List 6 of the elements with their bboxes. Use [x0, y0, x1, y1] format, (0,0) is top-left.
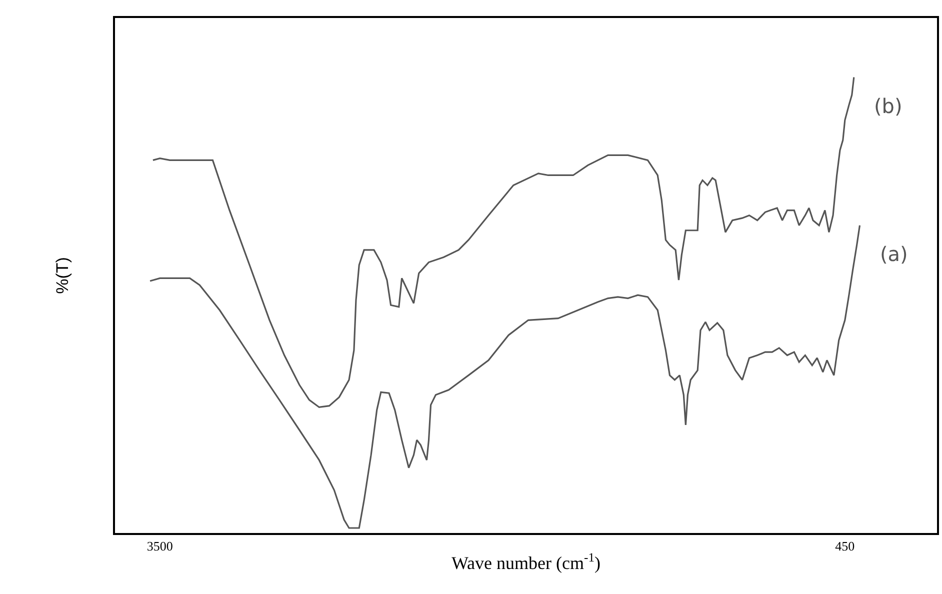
series-label: (a) — [880, 242, 908, 266]
series-label: (b) — [874, 94, 902, 118]
x-tick-label: 450 — [835, 538, 855, 554]
y-axis-title: %(T) — [53, 257, 72, 294]
x-tick-label: 3500 — [146, 538, 173, 554]
x-axis-title: Wave number (cm$^{-1}$) — [452, 550, 600, 574]
